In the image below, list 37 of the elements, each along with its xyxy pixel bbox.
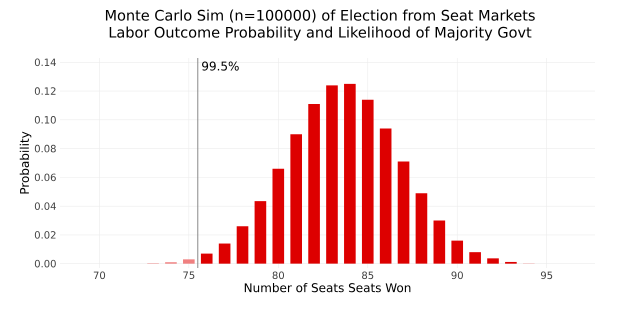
x-axis-title: Number of Seats Seats Won xyxy=(244,282,410,292)
x-tick-label: 95 xyxy=(540,272,552,280)
bar xyxy=(326,85,338,264)
y-tick-label: 0.00 xyxy=(34,260,56,268)
bar xyxy=(416,193,428,264)
bar xyxy=(487,258,499,264)
bar xyxy=(200,254,213,264)
chart-subtitle: Labor Outcome Probability and Likelihood of Majority Govt xyxy=(110,26,532,41)
bar xyxy=(272,168,284,264)
y-tick-label: 0.06 xyxy=(34,174,56,182)
bar xyxy=(183,259,195,264)
bar xyxy=(254,201,266,264)
bar xyxy=(398,162,410,264)
bar xyxy=(380,128,392,264)
bar xyxy=(308,104,320,264)
bar xyxy=(451,240,464,264)
annotation: 99.5% xyxy=(202,62,239,71)
x-tick-label: 70 xyxy=(94,272,106,280)
bar xyxy=(236,226,248,264)
y-tick-label: 0.10 xyxy=(34,116,56,124)
bar xyxy=(469,252,481,264)
y-tick-label: 0.12 xyxy=(34,87,56,95)
y-tick-label: 0.04 xyxy=(34,202,56,210)
x-tick-label: 75 xyxy=(183,272,194,279)
x-tick-label: 90 xyxy=(451,272,463,280)
y-tick-label: 0.14 xyxy=(34,58,56,66)
bar xyxy=(218,244,230,264)
bar xyxy=(362,100,374,264)
y-tick-label: 0.02 xyxy=(34,231,56,239)
y-axis-title: Probability xyxy=(20,132,32,194)
bar xyxy=(290,134,302,264)
bar xyxy=(434,220,446,264)
bar xyxy=(344,84,356,264)
x-tick-label: 80 xyxy=(272,272,284,280)
y-tick-label: 0.08 xyxy=(34,144,56,152)
x-tick-label: 85 xyxy=(362,272,374,280)
chart-title: Monte Carlo Sim (n=100000) of Election from Seat Markets xyxy=(106,10,535,22)
